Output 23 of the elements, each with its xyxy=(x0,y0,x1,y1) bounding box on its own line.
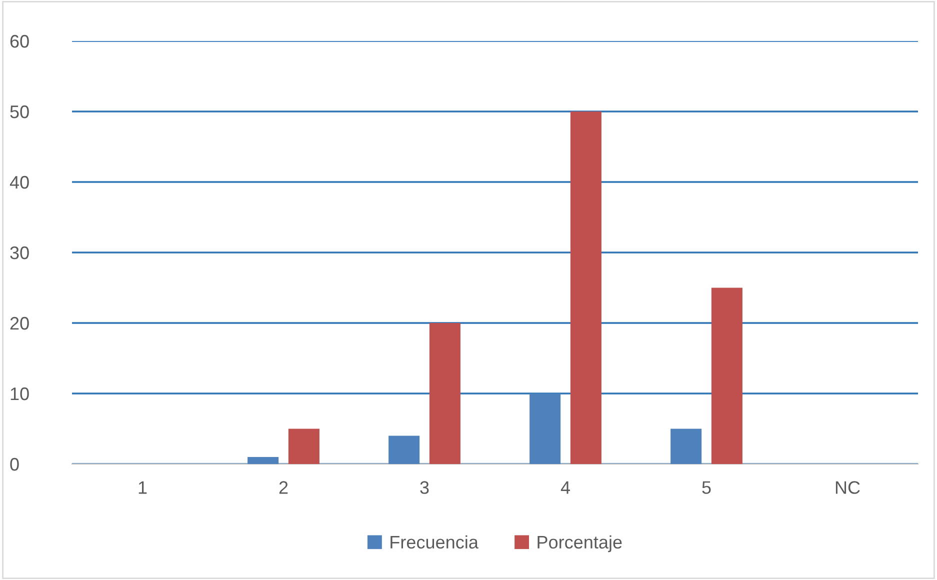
x-tick-label: NC xyxy=(836,481,860,494)
y-tick-label: 20 xyxy=(10,316,29,330)
bar xyxy=(570,112,602,464)
y-tick-label: 40 xyxy=(10,176,29,189)
x-tick-label: 5 xyxy=(702,481,711,494)
bar xyxy=(670,428,702,464)
x-tick-label: 4 xyxy=(560,481,570,494)
y-tick-label: 60 xyxy=(10,34,29,48)
x-tick-label: 2 xyxy=(279,481,288,494)
bar xyxy=(248,456,279,464)
y-tick-label: 30 xyxy=(10,246,29,260)
x-tick-label: 3 xyxy=(420,481,429,494)
y-tick-label: 10 xyxy=(10,387,29,400)
x-tick-label: 1 xyxy=(138,481,147,494)
y-tick-label: 0 xyxy=(10,458,19,471)
bar xyxy=(288,428,320,464)
legend-label: Frecuencia xyxy=(390,535,478,549)
legend-label: Porcentaje xyxy=(538,535,622,552)
bar xyxy=(429,323,460,464)
bar xyxy=(711,288,742,464)
bar xyxy=(388,436,420,464)
y-tick-label: 50 xyxy=(10,105,29,118)
bar xyxy=(530,394,561,464)
